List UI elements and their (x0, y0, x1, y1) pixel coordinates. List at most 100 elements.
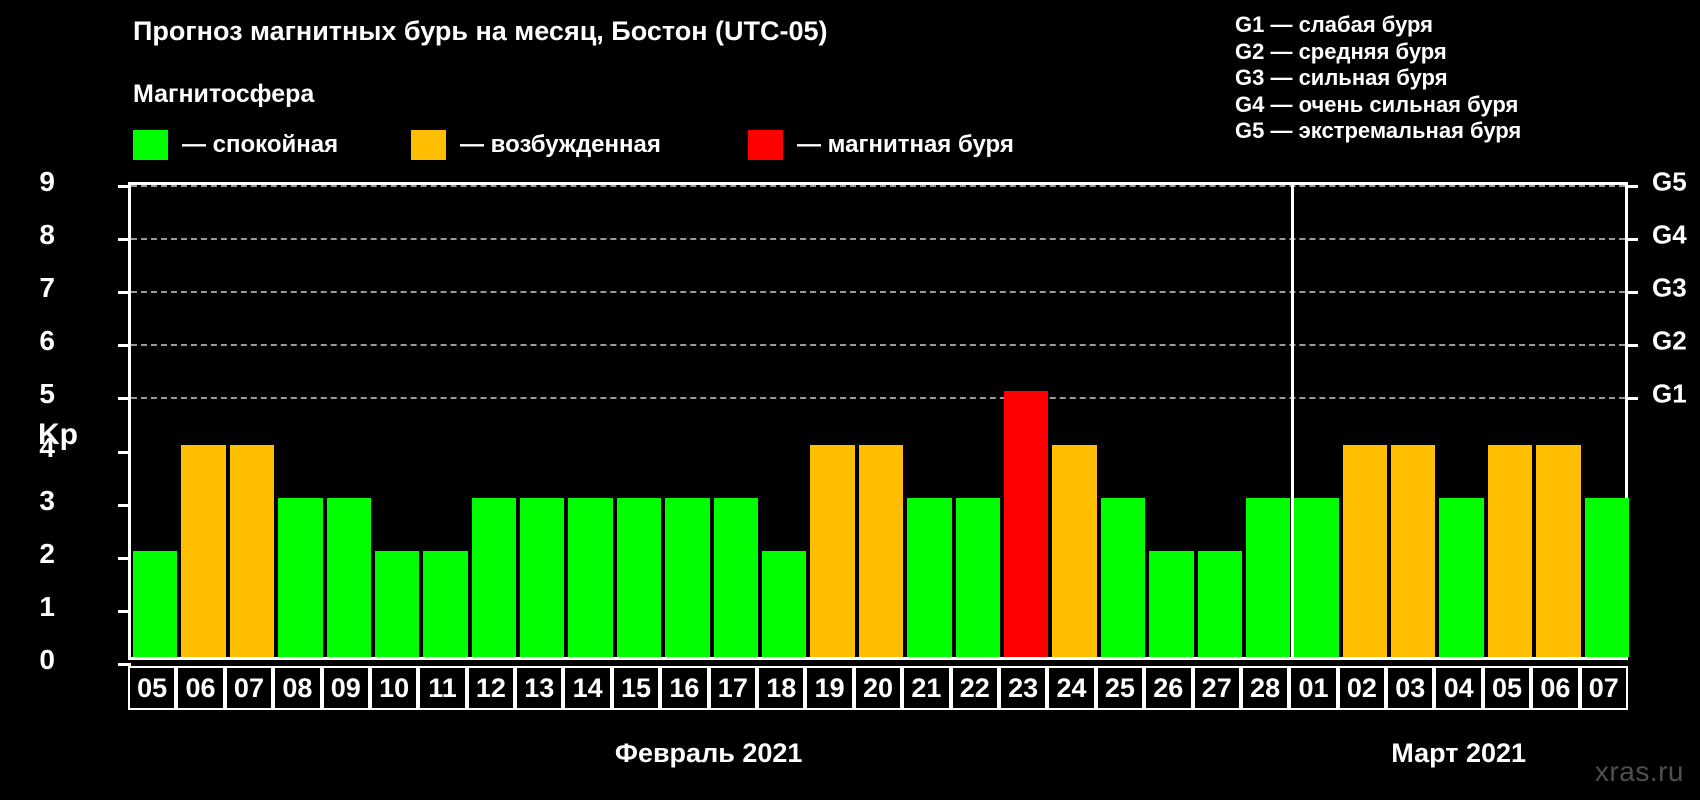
g-scale-row-4: G4 — очень сильная буря (1235, 91, 1519, 117)
day-label-text: 12 (475, 672, 506, 703)
bar-day-11[interactable] (423, 550, 468, 657)
month-caption-1: Февраль 2021 (614, 738, 803, 768)
g-tick-G3 (1625, 291, 1638, 295)
day-label-cell: 12 (466, 666, 516, 710)
day-label-text: 01 (1298, 672, 1329, 703)
y-tick-5 (118, 397, 131, 401)
day-label-text: 07 (1588, 672, 1619, 703)
bar-day-19[interactable] (810, 444, 855, 657)
month-caption-2: Март 2021 (1391, 738, 1527, 768)
day-label-text: 18 (766, 672, 797, 703)
day-label-text: 26 (1153, 672, 1184, 703)
bar-day-18[interactable] (762, 550, 807, 657)
page-title: Прогноз магнитных бурь на месяц, Бостон … (133, 16, 828, 46)
day-label-cell: 23 (998, 666, 1048, 710)
legend-label-calm: — спокойная (182, 131, 339, 158)
bar-day-12[interactable] (471, 497, 517, 657)
day-label-text: 08 (282, 672, 313, 703)
bar-day-24[interactable] (1052, 444, 1097, 657)
day-label-cell: 28 (1240, 666, 1290, 710)
day-label-cell: 25 (1095, 666, 1145, 710)
bar-day-07[interactable] (229, 444, 275, 657)
y-tick-label-9: 9 (39, 166, 55, 197)
bar-day-05[interactable] (133, 550, 178, 657)
day-label-text: 13 (524, 672, 555, 703)
day-label-cell: 05 (1482, 666, 1532, 710)
day-label-text: 23 (1008, 672, 1039, 703)
day-label-text: 06 (185, 672, 216, 703)
bar-day-14[interactable] (568, 497, 613, 657)
y-tick-label-4: 4 (39, 431, 55, 463)
legend-swatch-active (411, 130, 446, 160)
bar-day-26[interactable] (1149, 550, 1194, 657)
y-tick-1 (118, 609, 131, 613)
g-scale-row-5: G5 — экстремальная буря (1235, 118, 1522, 143)
day-label-text: 19 (814, 672, 845, 703)
bar-day-02[interactable] (1342, 444, 1388, 657)
day-label-cell: 06 (1531, 666, 1580, 710)
day-label-text: 20 (862, 672, 893, 703)
y-tick-label-2: 2 (39, 537, 55, 569)
day-label-cell: 04 (1434, 666, 1483, 710)
watermark: xras.ru (1594, 756, 1684, 787)
bar-day-25[interactable] (1100, 497, 1146, 657)
day-label-text: 06 (1540, 672, 1571, 703)
day-label-cell: 02 (1337, 666, 1387, 710)
day-label-cell: 16 (660, 666, 709, 710)
day-label-cell: 01 (1289, 666, 1338, 710)
month-divider-line (1290, 185, 1294, 657)
day-label-cell: 19 (805, 666, 854, 710)
gridline-kp-6 (131, 344, 1625, 347)
y-tick-label-6: 6 (39, 325, 55, 357)
legend-swatch-calm (133, 130, 168, 160)
bar-day-13[interactable] (520, 497, 565, 657)
y-tick-label-1: 1 (39, 590, 55, 622)
bar-day-21[interactable] (907, 497, 952, 657)
bar-day-23[interactable] (1003, 391, 1049, 657)
y-tick-label-7: 7 (39, 272, 55, 304)
legend-label-storm: — магнитная буря (797, 131, 1014, 158)
day-label-text: 16 (669, 672, 700, 703)
legend-item-active: — возбужденная (411, 128, 661, 162)
bar-day-03[interactable] (1391, 444, 1436, 657)
bar-day-20[interactable] (858, 444, 904, 657)
bar-day-08[interactable] (278, 497, 323, 657)
day-label-cell: 22 (950, 666, 999, 710)
day-label-cell: 08 (273, 666, 322, 710)
bar-day-01[interactable] (1294, 497, 1339, 657)
bar-day-27[interactable] (1197, 550, 1242, 657)
bar-day-17[interactable] (713, 497, 759, 657)
y-tick-7 (118, 291, 131, 295)
bar-day-06[interactable] (1536, 444, 1581, 657)
y-tick-label-0: 0 (39, 644, 55, 675)
magnetosphere-heading: Магнитосфера (133, 80, 315, 108)
gridline-kp-5 (131, 397, 1625, 400)
day-label-text: 24 (1056, 672, 1087, 703)
bar-day-16[interactable] (665, 497, 710, 657)
gridline-kp-7 (131, 291, 1625, 294)
bar-day-22[interactable] (955, 497, 1000, 657)
bar-day-10[interactable] (374, 550, 420, 657)
bar-day-09[interactable] (326, 497, 371, 657)
day-label-cell: 07 (224, 666, 274, 710)
day-label-cell: 05 (128, 666, 177, 710)
legend-label-active: — возбужденная (460, 131, 661, 158)
day-label-cell: 13 (515, 666, 564, 710)
y-tick-2 (118, 556, 131, 560)
day-label-text: 10 (379, 672, 410, 703)
y-tick-label-8: 8 (39, 219, 55, 251)
bar-day-05[interactable] (1487, 444, 1533, 657)
bar-day-04[interactable] (1439, 497, 1484, 657)
day-label-cell: 15 (611, 666, 661, 710)
day-label-cell: 10 (369, 666, 419, 710)
plot-inner (118, 185, 1638, 666)
bar-day-07[interactable] (1584, 497, 1629, 657)
day-label-strip: 05 06 07 08 09 10 11 12 13 14 15 16 17 18 19 20 21 22 23 24… (128, 666, 1628, 710)
legend-swatch-storm (748, 130, 783, 160)
legend-item-storm: — магнитная буря (748, 128, 1014, 162)
g-axis-label-G1: G1 (1652, 378, 1687, 409)
bar-day-15[interactable] (616, 497, 662, 657)
bar-day-06[interactable] (181, 444, 226, 657)
bar-day-28[interactable] (1245, 497, 1291, 657)
